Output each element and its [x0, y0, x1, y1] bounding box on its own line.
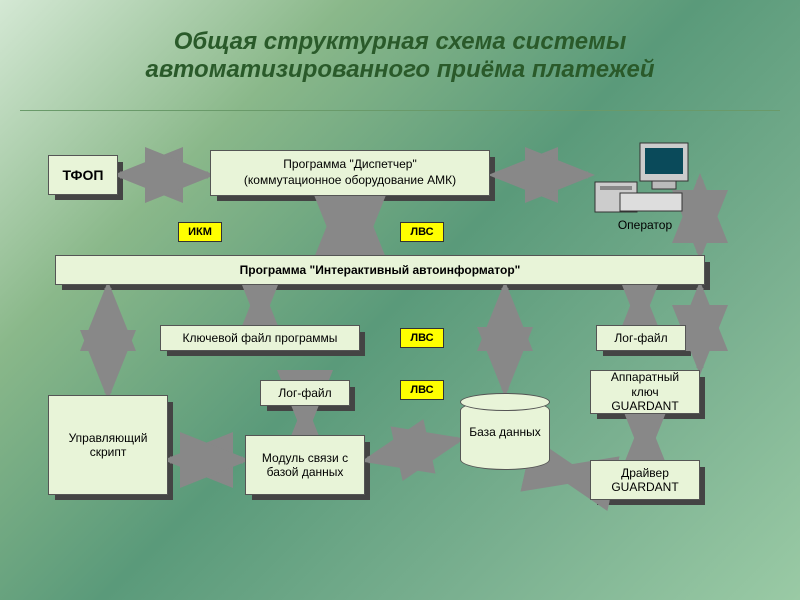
logfile2-label: Лог-файл [278, 386, 331, 400]
node-db: База данных [460, 400, 550, 470]
autoinformator-label: Программа "Интерактивный автоинформатор" [240, 263, 521, 277]
node-driver: Драйвер GUARDANT [590, 460, 700, 500]
computer-icon [590, 138, 700, 218]
node-tfop: ТФОП [48, 155, 118, 195]
hwkey-label: Аппаратный ключ GUARDANT [597, 370, 693, 413]
lvs3-label: ЛВС [410, 384, 433, 396]
module-label: Модуль связи с базой данных [252, 451, 358, 480]
node-module: Модуль связи с базой данных [245, 435, 365, 495]
node-keyfile: Ключевой файл программы [160, 325, 360, 351]
tag-lvs-2: ЛВС [400, 328, 444, 348]
node-hwkey: Аппаратный ключ GUARDANT [590, 370, 700, 414]
script-label: Управляющий скрипт [55, 431, 161, 459]
node-autoinformator: Программа "Интерактивный автоинформатор" [55, 255, 705, 285]
tfop-label: ТФОП [63, 167, 104, 183]
dispatcher-label: Программа "Диспетчер" (коммутационное об… [244, 157, 456, 188]
driver-label: Драйвер GUARDANT [597, 466, 693, 495]
ikm-label: ИКМ [188, 226, 212, 238]
db-label: База данных [461, 425, 549, 439]
tag-lvs-1: ЛВС [400, 222, 444, 242]
title-divider [20, 110, 780, 111]
diagram-stage: ТФОП Программа "Диспетчер" (коммутационн… [0, 120, 800, 600]
lvs2-label: ЛВС [410, 332, 433, 344]
tag-ikm: ИКМ [178, 222, 222, 242]
node-operator: Оператор [590, 138, 700, 233]
node-logfile-right: Лог-файл [596, 325, 686, 351]
operator-label: Оператор [590, 218, 700, 232]
node-script: Управляющий скрипт [48, 395, 168, 495]
page-title: Общая структурная схема системы автомати… [60, 28, 740, 84]
keyfile-label: Ключевой файл программы [183, 331, 338, 345]
tag-lvs-3: ЛВС [400, 380, 444, 400]
node-logfile-mid: Лог-файл [260, 380, 350, 406]
logfile1-label: Лог-файл [614, 331, 667, 345]
node-dispatcher: Программа "Диспетчер" (коммутационное об… [210, 150, 490, 196]
lvs1-label: ЛВС [410, 226, 433, 238]
